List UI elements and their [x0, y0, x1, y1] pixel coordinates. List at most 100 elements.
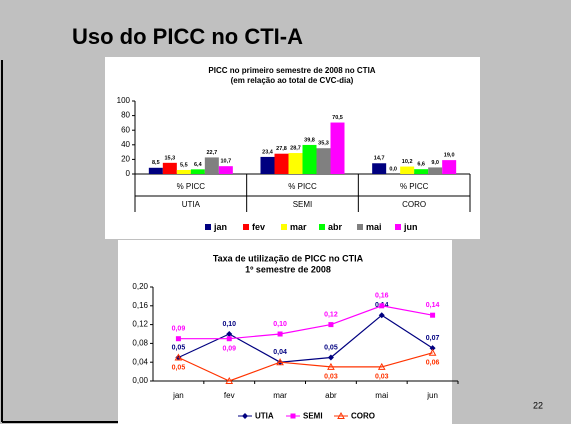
bar	[190, 169, 205, 174]
y-tick-label: 0,20	[132, 282, 148, 291]
bar	[148, 167, 163, 174]
y-tick-label: 0,16	[132, 301, 148, 310]
bar	[260, 156, 275, 174]
chart-subtitle: (em relação ao total de CVC-dia)	[231, 76, 354, 85]
data-label: 27,8	[276, 146, 287, 152]
data-label: 0,04	[273, 349, 287, 356]
legend-label: jun	[403, 222, 418, 232]
bar	[316, 148, 331, 174]
data-label: 0,0	[389, 166, 397, 172]
bar	[400, 166, 415, 174]
legend-label: mai	[366, 222, 382, 232]
data-label: 10,2	[402, 159, 413, 165]
chart-panel	[118, 240, 452, 424]
data-label: 6,4	[194, 162, 203, 168]
chart-panel	[105, 57, 480, 239]
x-tick-label: fev	[224, 391, 235, 400]
marker	[242, 413, 248, 419]
data-label: 0,09	[172, 326, 186, 333]
chart-title: PICC no primeiro semestre de 2008 no CTI…	[208, 66, 375, 75]
legend-swatch	[243, 224, 249, 230]
marker	[174, 353, 183, 361]
legend-label: abr	[328, 222, 343, 232]
y-tick-label: 60	[121, 125, 130, 134]
bar	[274, 153, 289, 174]
data-label: 9,0	[431, 160, 439, 166]
marker	[378, 312, 385, 319]
bar	[428, 167, 443, 174]
chart-subtitle: 1º semestre de 2008	[245, 264, 331, 274]
marker	[290, 413, 296, 419]
legend-swatch	[395, 224, 401, 230]
data-label: 0,10	[273, 321, 287, 328]
bar	[330, 122, 345, 174]
data-label: 39,8	[304, 137, 315, 143]
bar	[442, 160, 457, 174]
bar	[372, 163, 387, 174]
marker	[327, 354, 334, 361]
data-label: 28,7	[290, 146, 301, 152]
y-tick-label: 0,12	[132, 320, 148, 329]
marker	[276, 358, 284, 366]
bar	[302, 144, 317, 174]
marker	[377, 362, 386, 370]
y-tick-label: 20	[121, 155, 130, 164]
marker	[175, 336, 181, 342]
data-label: 0,12	[324, 311, 338, 318]
y-tick-label: 0,04	[132, 357, 148, 366]
data-label: 5,5	[180, 162, 188, 168]
data-label: 10,7	[220, 159, 231, 165]
bar	[218, 166, 233, 174]
marker	[328, 322, 334, 328]
y-tick-label: 0,00	[132, 376, 148, 385]
data-label: 23,4	[262, 149, 274, 155]
y-tick-label: 0	[126, 169, 131, 178]
x-subcategory-label: % PICC	[288, 182, 317, 191]
data-label: 15,3	[164, 155, 175, 161]
data-label: 0,05	[172, 364, 186, 371]
marker	[225, 376, 234, 384]
marker	[327, 362, 335, 370]
x-category-label: SEMI	[293, 200, 313, 209]
x-subcategory-label: % PICC	[400, 182, 429, 191]
line	[178, 314, 433, 363]
bar	[204, 157, 219, 174]
marker	[428, 348, 437, 356]
bar	[162, 162, 177, 174]
legend-label: CORO	[351, 412, 375, 421]
marker	[429, 345, 436, 352]
data-label: 0,05	[172, 344, 186, 351]
legend-label: mar	[290, 222, 307, 232]
legend-swatch	[205, 224, 211, 230]
data-label: 6,6	[417, 162, 425, 168]
x-tick-label: mai	[375, 391, 388, 400]
bar	[176, 169, 191, 174]
legend-label: UTIA	[255, 412, 274, 421]
marker	[226, 331, 233, 337]
data-label: 0,05	[324, 344, 338, 351]
y-tick-label: 80	[121, 111, 130, 120]
chart-title: Taxa de utilização de PICC no CTIA	[213, 253, 364, 263]
x-subcategory-label: % PICC	[177, 182, 206, 191]
data-label: 0,07	[426, 335, 440, 342]
line	[178, 305, 433, 340]
data-label: 19,0	[444, 153, 455, 159]
x-category-label: UTIA	[182, 200, 201, 209]
marker	[379, 303, 385, 309]
x-tick-label: jun	[426, 391, 438, 400]
legend-swatch	[281, 224, 287, 230]
data-label: 0,06	[426, 360, 440, 367]
bar	[288, 153, 303, 174]
data-label: 0,03	[324, 374, 338, 381]
data-label: 8,5	[152, 160, 160, 166]
y-tick-label: 40	[121, 140, 130, 149]
marker	[277, 331, 283, 337]
slide-title: Uso do PICC no CTI-A	[72, 24, 303, 49]
marker	[226, 336, 232, 342]
legend-label: fev	[252, 222, 265, 232]
y-tick-label: 0,08	[132, 339, 148, 348]
data-label: 0,03	[375, 374, 389, 381]
data-label: 0,10	[222, 321, 236, 328]
legend-swatch	[357, 224, 363, 230]
